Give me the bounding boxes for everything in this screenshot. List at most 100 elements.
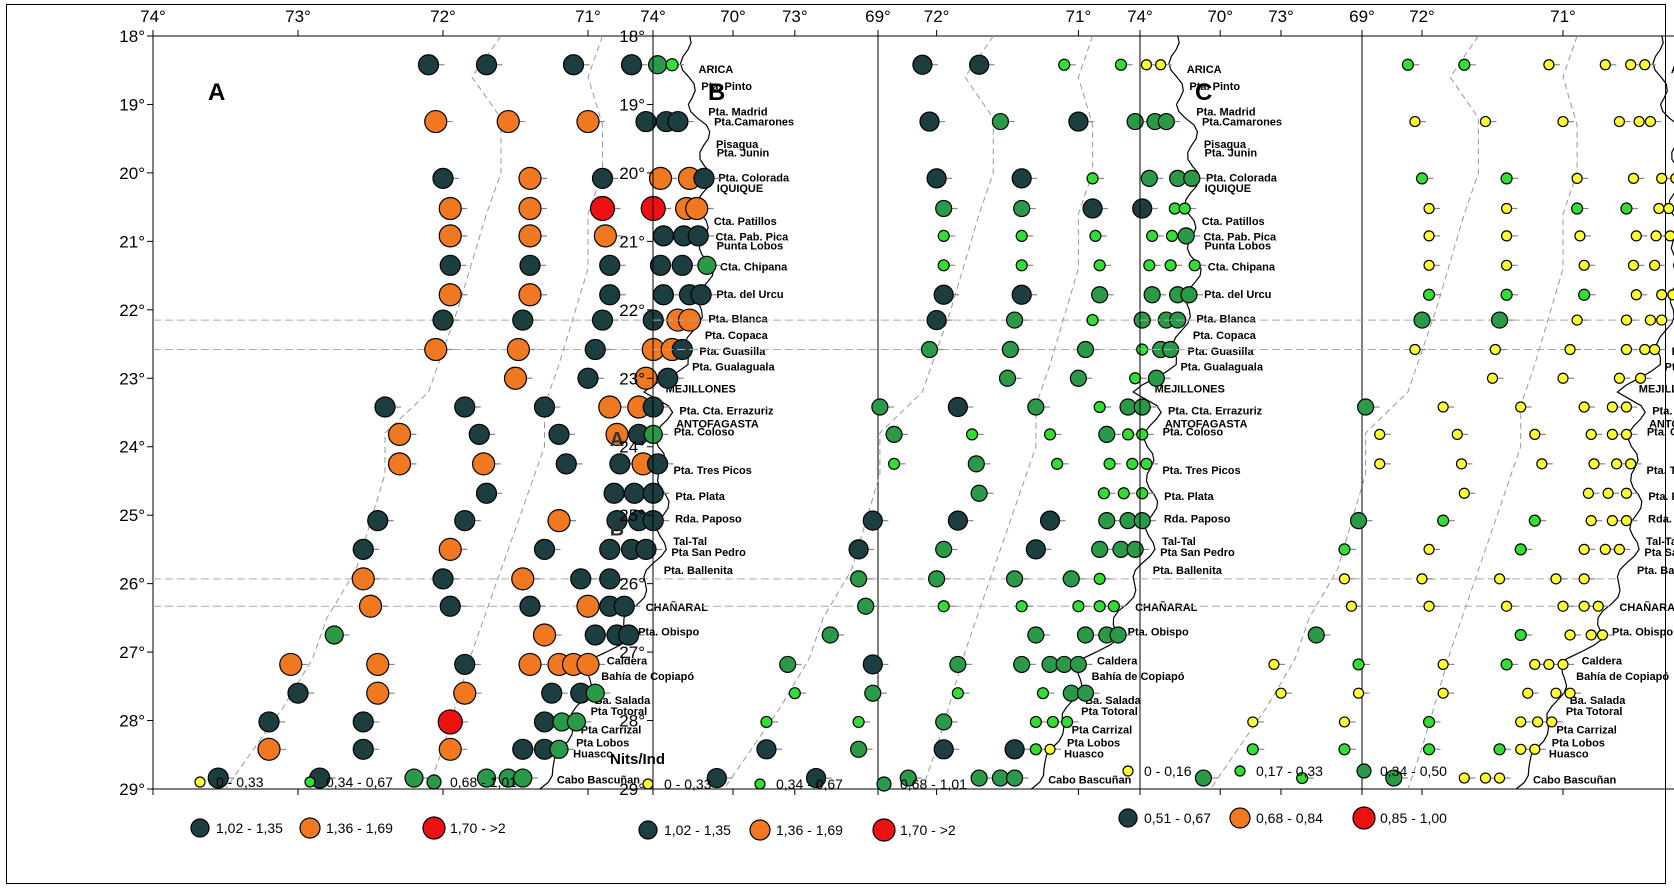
station-marker xyxy=(454,510,476,532)
station-marker xyxy=(1268,658,1280,671)
latitude-label: 28° xyxy=(619,712,645,731)
place-label: Cabo Bascuñan xyxy=(557,774,640,786)
station-marker xyxy=(287,682,309,704)
place-label: Cta. Pab. Pica xyxy=(715,232,789,244)
station-marker xyxy=(1046,715,1059,729)
station-marker xyxy=(589,195,616,222)
station-marker xyxy=(1029,743,1042,756)
station-marker xyxy=(970,769,988,787)
station-marker xyxy=(1437,658,1449,671)
station-marker xyxy=(374,396,396,418)
place-label: Pta. Colorada xyxy=(1206,173,1278,185)
place-label: CHAÑARAL xyxy=(646,601,709,614)
station-marker xyxy=(1140,457,1153,470)
station-marker xyxy=(512,309,534,331)
station-marker xyxy=(947,510,968,531)
station-marker xyxy=(1072,600,1085,613)
station-marker xyxy=(623,482,646,504)
station-marker xyxy=(351,567,375,591)
station-marker xyxy=(1514,628,1527,642)
station-marker xyxy=(475,482,498,504)
station-marker xyxy=(1060,715,1074,729)
station-marker xyxy=(1578,543,1590,556)
place-label: Pta. Obispo xyxy=(638,627,699,639)
latitude-label: 23° xyxy=(619,369,645,388)
station-marker xyxy=(454,396,476,418)
place-label: Pta Totoral xyxy=(1566,706,1623,718)
place-label: Pta Carrizal xyxy=(1556,724,1617,736)
station-marker xyxy=(1578,600,1590,612)
station-marker xyxy=(1374,458,1386,470)
panel-label: B xyxy=(708,79,725,106)
place-label: Pta. Madrid xyxy=(708,106,767,118)
station-marker xyxy=(967,455,985,473)
latitude-label: 27° xyxy=(619,643,645,662)
station-marker xyxy=(935,713,953,731)
legend-label: 1,36 - 1,69 xyxy=(326,820,393,836)
latitude-label: 21° xyxy=(619,232,645,251)
station-marker xyxy=(927,570,946,588)
station-marker xyxy=(665,58,679,72)
place-label: Rda. Paposo xyxy=(1164,514,1231,526)
station-marker xyxy=(1423,230,1435,242)
legend-c: 0 - 0,16 0,17 - 0,33 0,34 - 0,50 0,51 - 0,6… xyxy=(1118,763,1447,830)
latitude-label: 25° xyxy=(119,506,145,525)
station-marker xyxy=(1543,59,1555,71)
station-marker xyxy=(577,367,599,389)
place-label: IQUIQUE xyxy=(717,183,763,195)
place-label: ANTOFAGASTA xyxy=(1649,418,1674,430)
latitude-label: 24° xyxy=(619,438,645,457)
station-marker xyxy=(862,654,883,675)
latitude-label: 28° xyxy=(119,712,145,731)
place-label: Caldera xyxy=(1097,655,1138,667)
station-marker xyxy=(1082,198,1103,219)
longitude-label: 71° xyxy=(1550,7,1576,26)
station-marker xyxy=(634,366,658,390)
legend-symbol xyxy=(1234,765,1246,777)
station-marker xyxy=(1493,772,1506,784)
station-marker xyxy=(970,484,988,502)
place-label: MEJILLONES xyxy=(666,384,736,396)
legend-a: 0 - 0,33 0,34 - 0,67 0,68 - 1,01 1,02 - 1,3… xyxy=(190,774,517,840)
station-marker xyxy=(1409,115,1421,128)
latitude-label: 24° xyxy=(119,438,145,457)
station-marker xyxy=(518,652,542,677)
longitude-label: 72° xyxy=(430,7,456,26)
station-marker xyxy=(788,687,801,700)
station-marker xyxy=(518,166,542,190)
station-marker xyxy=(1667,289,1674,301)
place-label: Pta. Pinto xyxy=(701,81,752,93)
station-marker xyxy=(432,309,454,331)
station-marker xyxy=(949,655,967,674)
place-label: MEJILLONES xyxy=(1639,384,1674,396)
stray-label: B xyxy=(610,519,624,541)
station-marker xyxy=(1136,487,1149,500)
longitude-label: 74° xyxy=(140,7,166,26)
legend-label: 0,68 - 1,01 xyxy=(900,776,967,792)
longitude-label: 69° xyxy=(865,7,891,26)
station-marker xyxy=(1582,487,1594,499)
station-marker xyxy=(258,711,280,733)
station-marker xyxy=(871,398,889,416)
station-marker xyxy=(1550,573,1562,585)
place-label: Huasco xyxy=(1549,748,1589,760)
station-marker xyxy=(1620,515,1633,527)
station-marker xyxy=(1610,458,1623,470)
station-marker xyxy=(1140,169,1158,187)
legend-symbol xyxy=(638,820,658,840)
station-marker xyxy=(1625,458,1637,470)
longitude-label: 71° xyxy=(1066,7,1092,26)
station-marker xyxy=(599,568,621,590)
station-marker xyxy=(1578,259,1590,271)
legend-symbol xyxy=(642,778,654,790)
place-label: Ba. Salada xyxy=(1570,695,1627,707)
isobath-line xyxy=(1407,35,1578,790)
station-marker xyxy=(366,652,390,677)
station-marker xyxy=(885,425,903,444)
station-marker xyxy=(1578,401,1590,413)
station-marker xyxy=(951,687,964,700)
station-marker xyxy=(511,567,535,591)
station-marker xyxy=(1585,515,1597,527)
station-marker xyxy=(899,769,917,787)
